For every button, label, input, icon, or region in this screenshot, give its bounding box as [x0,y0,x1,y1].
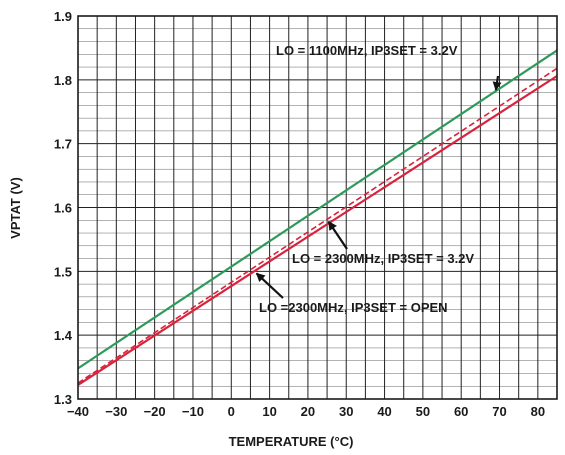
x-tick-label: 40 [377,404,391,419]
annotation-label: LO =2300MHz, IP3SET = OPEN [259,300,448,315]
series-line-lo2300_32 [77,67,558,384]
y-axis-label: VPTAT (V) [8,177,23,239]
x-tick-label: 60 [454,404,468,419]
x-tick-label: 10 [262,404,276,419]
x-axis-label: TEMPERATURE (°C) [229,434,354,449]
grid [78,16,557,399]
y-tick-label: 1.8 [54,73,72,88]
plot-frame [77,15,558,400]
x-tick-label: 0 [228,404,235,419]
x-tick-label: −30 [105,404,127,419]
annotation-label: LO = 2300MHz, IP3SET = 3.2V [292,251,474,266]
series-line-lo1100 [77,49,558,370]
annotation-label: LO = 1100MHz, IP3SET = 3.2V [276,43,458,58]
series-lines [77,49,558,386]
y-tick-label: 1.7 [54,137,72,152]
y-tick-label: 1.6 [54,201,72,216]
annotation-arrow [492,75,502,91]
x-tick-label: 70 [492,404,506,419]
x-tick-label: 30 [339,404,353,419]
series-line-lo2300_open [77,75,558,386]
x-tick-label: −40 [67,404,89,419]
x-tick-label: −20 [144,404,166,419]
x-tick-label: 20 [301,404,315,419]
x-tick-label: 80 [531,404,545,419]
x-tick-label: −10 [182,404,204,419]
y-tick-label: 1.4 [54,328,73,343]
annotation-arrow [255,272,284,299]
y-tick-label: 1.5 [54,264,72,279]
y-tick-label: 1.3 [54,392,72,407]
x-tick-label: 50 [416,404,430,419]
y-tick-label: 1.9 [54,9,72,24]
annotation-arrow [327,220,348,250]
y-tick-labels: 1.3 1.4 1.5 1.6 1.7 1.8 1.9 [54,9,73,407]
annotations: LO = 1100MHz, IP3SET = 3.2V LO = 2300MHz,… [255,43,502,315]
x-tick-labels: −40 −30 −20 −10 0 10 20 30 40 50 60 70 80 [67,404,545,419]
